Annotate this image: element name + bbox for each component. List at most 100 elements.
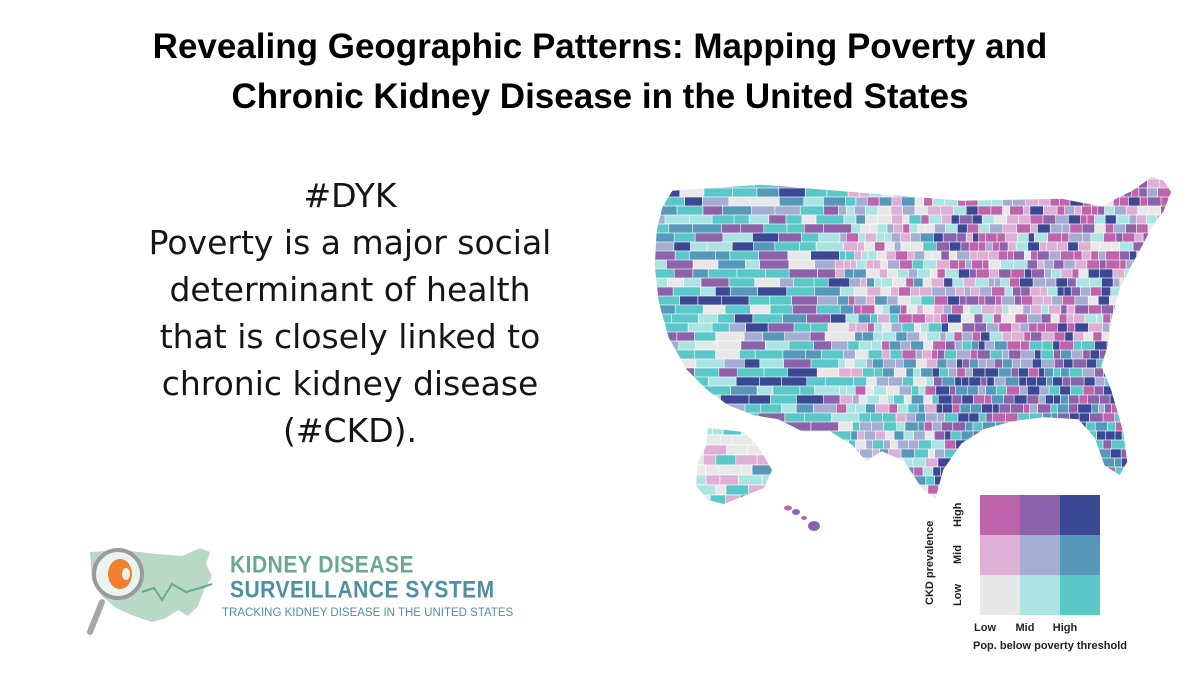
county-cell xyxy=(1112,349,1125,360)
county-cell xyxy=(759,358,785,369)
county-cell xyxy=(958,214,973,225)
county-cell xyxy=(1163,421,1172,432)
county-cell xyxy=(1023,331,1032,342)
county-cell xyxy=(654,331,678,342)
county-cell xyxy=(931,367,941,378)
county-cell xyxy=(975,178,987,189)
county-cell xyxy=(990,196,1003,207)
county-cell xyxy=(961,322,976,333)
county-cell xyxy=(839,286,855,297)
county-cell xyxy=(654,349,666,360)
county-cell xyxy=(654,403,668,414)
county-cell xyxy=(877,214,893,225)
county-cell xyxy=(893,430,905,441)
county-cell xyxy=(974,277,989,288)
county-cell xyxy=(843,503,849,512)
county-cell xyxy=(778,176,807,180)
county-cell xyxy=(1067,466,1080,477)
county-cell xyxy=(1032,466,1045,477)
county-cell xyxy=(1015,241,1029,252)
county-cell xyxy=(944,412,959,423)
county-cell xyxy=(861,331,875,342)
county-cell xyxy=(935,241,950,252)
county-cell xyxy=(654,439,666,450)
county-cell xyxy=(1093,385,1104,396)
county-cell xyxy=(1143,475,1155,486)
county-cell xyxy=(883,493,894,500)
county-cell xyxy=(1064,484,1076,495)
county-cell xyxy=(1140,430,1152,441)
county-cell xyxy=(1101,484,1113,495)
county-cell xyxy=(902,358,917,369)
county-cell xyxy=(1060,232,1070,243)
county-cell xyxy=(1124,367,1133,378)
county-cell xyxy=(901,349,917,360)
county-cell xyxy=(712,428,724,436)
county-cell xyxy=(1053,394,1062,405)
county-cell xyxy=(679,295,699,306)
county-cell xyxy=(779,277,795,288)
county-cell xyxy=(987,187,1001,198)
county-cell xyxy=(855,349,869,360)
county-cell xyxy=(865,295,876,306)
county-cell xyxy=(728,322,747,333)
county-cell xyxy=(945,331,955,342)
county-cell xyxy=(782,484,808,495)
county-cell xyxy=(1031,358,1043,369)
county-cell xyxy=(690,394,721,405)
county-cell xyxy=(654,358,676,369)
county-cell xyxy=(1166,313,1172,324)
county-cell xyxy=(1074,322,1089,333)
county-cell xyxy=(1089,349,1100,360)
county-cell xyxy=(668,394,692,405)
county-cell xyxy=(1165,232,1172,243)
county-cell xyxy=(962,358,970,369)
county-cell xyxy=(957,484,971,495)
county-cell xyxy=(1122,232,1136,243)
county-cell xyxy=(963,448,977,459)
county-cell xyxy=(1056,403,1070,414)
county-cell xyxy=(1177,215,1189,224)
county-cell xyxy=(666,259,694,270)
county-cell xyxy=(1175,341,1189,350)
county-cell xyxy=(846,403,856,414)
county-cell xyxy=(982,313,995,324)
county-cell xyxy=(669,376,690,387)
county-cell xyxy=(968,178,977,189)
county-cell xyxy=(1089,475,1101,486)
county-cell xyxy=(671,313,699,324)
county-cell xyxy=(896,403,909,414)
county-cell xyxy=(1068,394,1080,405)
county-cell xyxy=(1138,385,1151,396)
county-cell xyxy=(1115,214,1130,225)
county-cell xyxy=(801,439,833,450)
county-cell xyxy=(1154,295,1169,306)
county-cell xyxy=(1131,295,1144,306)
county-cell xyxy=(993,376,1006,387)
county-cell xyxy=(1000,277,1011,288)
county-cell xyxy=(814,503,833,512)
county-cell xyxy=(960,241,970,252)
county-cell xyxy=(1060,349,1073,360)
county-cell xyxy=(879,484,893,495)
county-cell xyxy=(1016,232,1029,243)
county-cell xyxy=(937,394,953,405)
county-cell xyxy=(834,259,845,270)
county-cell xyxy=(866,394,881,405)
county-cell xyxy=(931,349,939,360)
county-cell xyxy=(1169,286,1172,297)
county-cell xyxy=(854,250,862,261)
county-cell xyxy=(850,367,863,378)
county-cell xyxy=(763,223,788,234)
county-cell xyxy=(831,340,849,351)
county-cell xyxy=(1131,358,1146,369)
county-cell xyxy=(923,394,933,405)
county-cell xyxy=(1133,457,1143,468)
county-cell xyxy=(909,223,919,234)
county-cell xyxy=(988,268,1000,279)
county-cell xyxy=(1134,232,1144,243)
county-cell xyxy=(1103,232,1117,243)
county-cell xyxy=(732,187,758,198)
county-cell xyxy=(890,232,902,243)
county-cell xyxy=(666,403,694,414)
